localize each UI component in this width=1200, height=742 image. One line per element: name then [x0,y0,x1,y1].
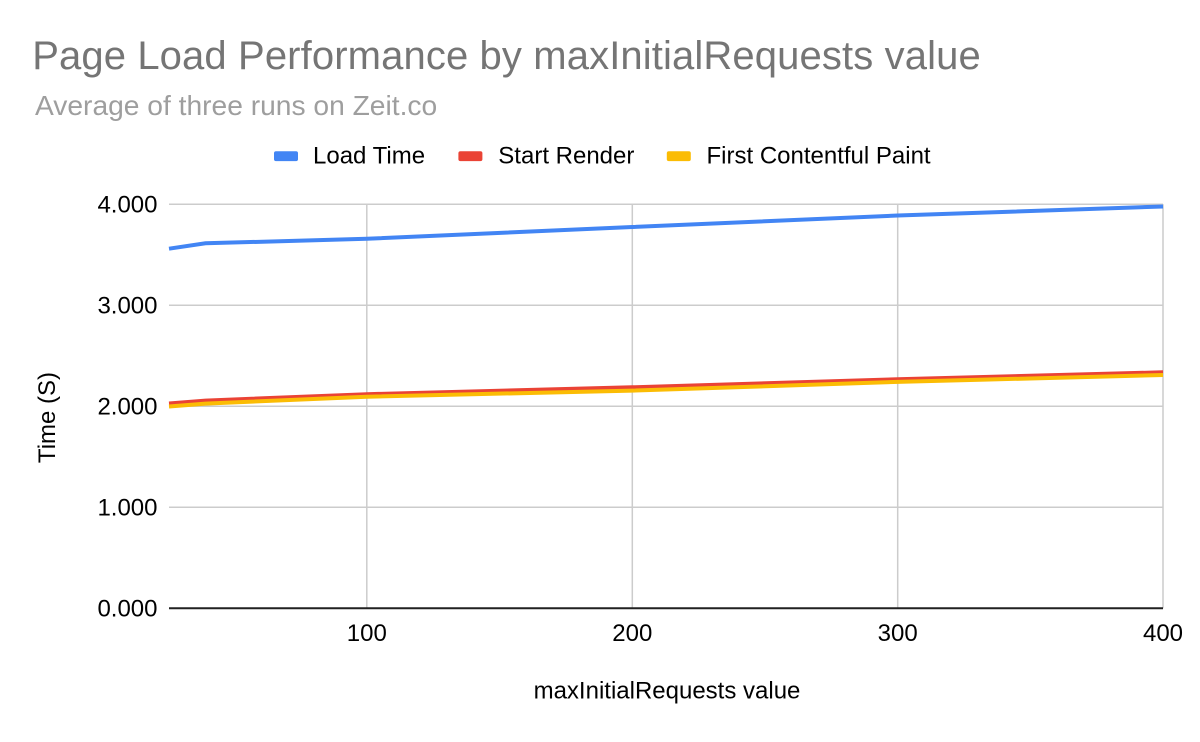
svg-text:200: 200 [612,620,652,647]
svg-text:Start Render: Start Render [498,143,634,170]
svg-text:First Contentful Paint: First Contentful Paint [707,143,931,170]
svg-text:300: 300 [878,620,918,647]
svg-text:400: 400 [1143,620,1183,647]
svg-text:0.000: 0.000 [97,596,157,623]
svg-text:100: 100 [347,620,387,647]
svg-text:Page Load Performance by maxIn: Page Load Performance by maxInitialReque… [32,34,981,78]
svg-text:3.000: 3.000 [97,293,157,320]
svg-text:Average of three runs on Zeit.: Average of three runs on Zeit.co [35,89,437,121]
svg-text:Load Time: Load Time [313,143,425,170]
svg-text:4.000: 4.000 [97,192,157,219]
svg-text:2.000: 2.000 [97,394,157,421]
svg-text:maxInitialRequests value: maxInitialRequests value [534,678,801,705]
svg-text:Time (S): Time (S) [34,372,61,463]
svg-text:1.000: 1.000 [97,495,157,522]
